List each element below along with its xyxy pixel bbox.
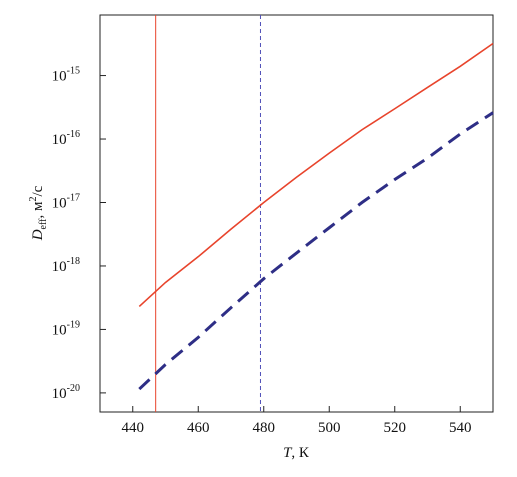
x-tick-label: 440 [122, 420, 145, 436]
x-tick-label: 460 [187, 420, 210, 436]
y-tick-label: 10-19 [52, 319, 80, 338]
y-label-subscript: eff [38, 218, 49, 230]
y-tick-exponent: -15 [67, 66, 80, 77]
y-tick-label: 10-16 [52, 129, 80, 148]
series-line [138, 42, 494, 308]
x-tick-label: 520 [384, 420, 407, 436]
y-label-unit-rest: /с [30, 185, 46, 196]
x-tick-label: 480 [253, 420, 276, 436]
x-tick-label: 500 [318, 420, 341, 436]
y-label-symbol: D [30, 229, 46, 241]
y-tick-label: 10-17 [52, 192, 80, 211]
series-line [138, 111, 494, 391]
y-tick-exponent: -18 [67, 256, 80, 267]
y-label-unit: , м [30, 201, 46, 219]
y-tick-label: 10-18 [52, 256, 80, 275]
y-tick-base: 10 [52, 69, 67, 85]
y-tick-base: 10 [52, 195, 67, 211]
y-tick-exponent: -20 [67, 383, 80, 394]
y-tick-exponent: -19 [67, 319, 80, 330]
y-tick-label: 10-15 [52, 66, 80, 85]
y-axis-label: Deff, м2/с [28, 185, 49, 241]
y-tick-base: 10 [52, 322, 67, 338]
y-tick-exponent: -16 [67, 129, 80, 140]
y-tick-base: 10 [52, 259, 67, 275]
y-tick-base: 10 [52, 386, 67, 402]
plot-frame [99, 14, 494, 413]
y-tick-exponent: -17 [67, 192, 80, 203]
x-label-rest: , К [291, 445, 310, 461]
x-tick-label: 540 [449, 420, 472, 436]
y-tick-label: 10-20 [52, 383, 80, 402]
y-tick-base: 10 [52, 132, 67, 148]
x-label-symbol: T [283, 445, 293, 461]
x-axis-label: T, К [283, 445, 310, 461]
y-label-unit-exponent: 2 [28, 197, 39, 202]
